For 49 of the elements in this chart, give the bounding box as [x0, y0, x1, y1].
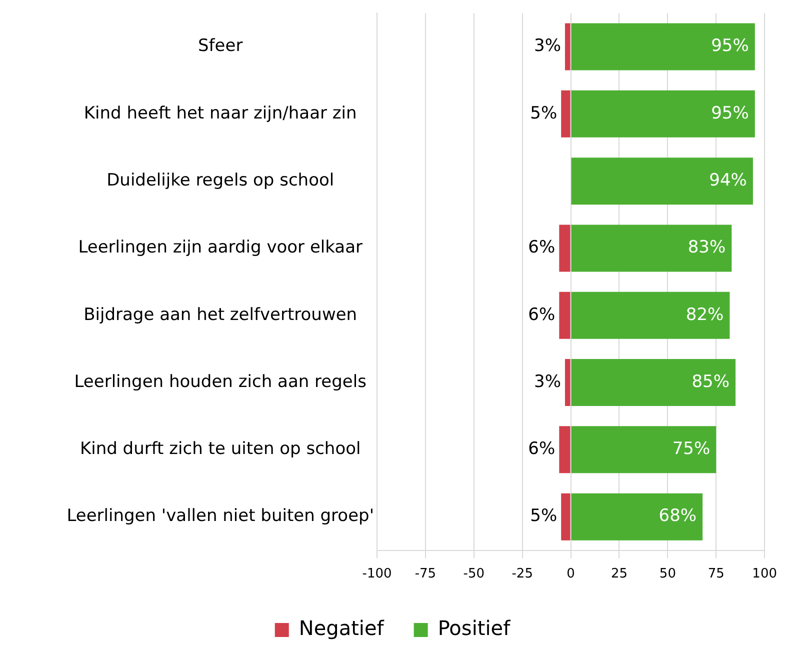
data-label: 95%	[711, 36, 749, 56]
bar	[561, 90, 570, 138]
y-tick-label: Duidelijke regels op school	[106, 170, 334, 190]
x-tick-label: 25	[610, 566, 628, 582]
y-tick-label: Leerlingen 'vallen niet buiten groep'	[66, 506, 374, 526]
data-label: 68%	[658, 506, 697, 526]
data-label: 6%	[528, 304, 556, 325]
y-tick-label: Leerlingen zijn aardig voor elkaar	[78, 238, 363, 258]
x-tick-label: -100	[362, 566, 392, 582]
bar	[564, 23, 570, 70]
data-label: 6%	[528, 439, 556, 460]
data-label: 83%	[688, 238, 726, 258]
data-label: 6%	[528, 238, 556, 258]
bar	[561, 493, 570, 540]
bar	[571, 224, 732, 272]
bar	[564, 359, 570, 406]
bar	[571, 23, 755, 70]
bar	[559, 292, 570, 339]
bar	[571, 158, 753, 205]
bar	[571, 359, 736, 406]
y-tick-label: Kind durft zich te uiten op school	[80, 439, 361, 460]
data-label: 85%	[692, 372, 730, 392]
x-tick-label: -75	[414, 566, 436, 582]
y-tick-label: Bijdrage aan het zelfvertrouwen	[84, 304, 358, 325]
y-tick-label: Sfeer	[198, 36, 243, 56]
bar	[571, 493, 703, 540]
data-label: 5%	[530, 506, 558, 526]
bar	[571, 292, 730, 339]
data-label: 94%	[709, 170, 747, 190]
data-label: 75%	[672, 439, 710, 460]
data-label: 3%	[534, 372, 561, 392]
legend-label: Positief	[438, 616, 512, 640]
x-tick-label: 50	[659, 566, 676, 582]
bar	[559, 224, 570, 272]
y-tick-label: Kind heeft het naar zijn/haar zin	[84, 103, 357, 124]
x-tick-label: 100	[752, 566, 778, 582]
data-label: 95%	[711, 103, 749, 124]
x-tick-label: -25	[512, 566, 533, 582]
bar	[559, 426, 570, 474]
y-tick-label: Leerlingen houden zich aan regels	[74, 372, 367, 392]
data-label: 3%	[534, 36, 561, 56]
bar	[571, 90, 755, 138]
x-tick-label: 0	[566, 566, 575, 582]
x-tick-label: -50	[463, 566, 485, 582]
data-label: 82%	[686, 304, 724, 325]
bar	[571, 426, 716, 474]
legend-label: Negatief	[298, 616, 385, 640]
data-label: 5%	[530, 103, 558, 124]
x-tick-label: 75	[708, 566, 724, 582]
